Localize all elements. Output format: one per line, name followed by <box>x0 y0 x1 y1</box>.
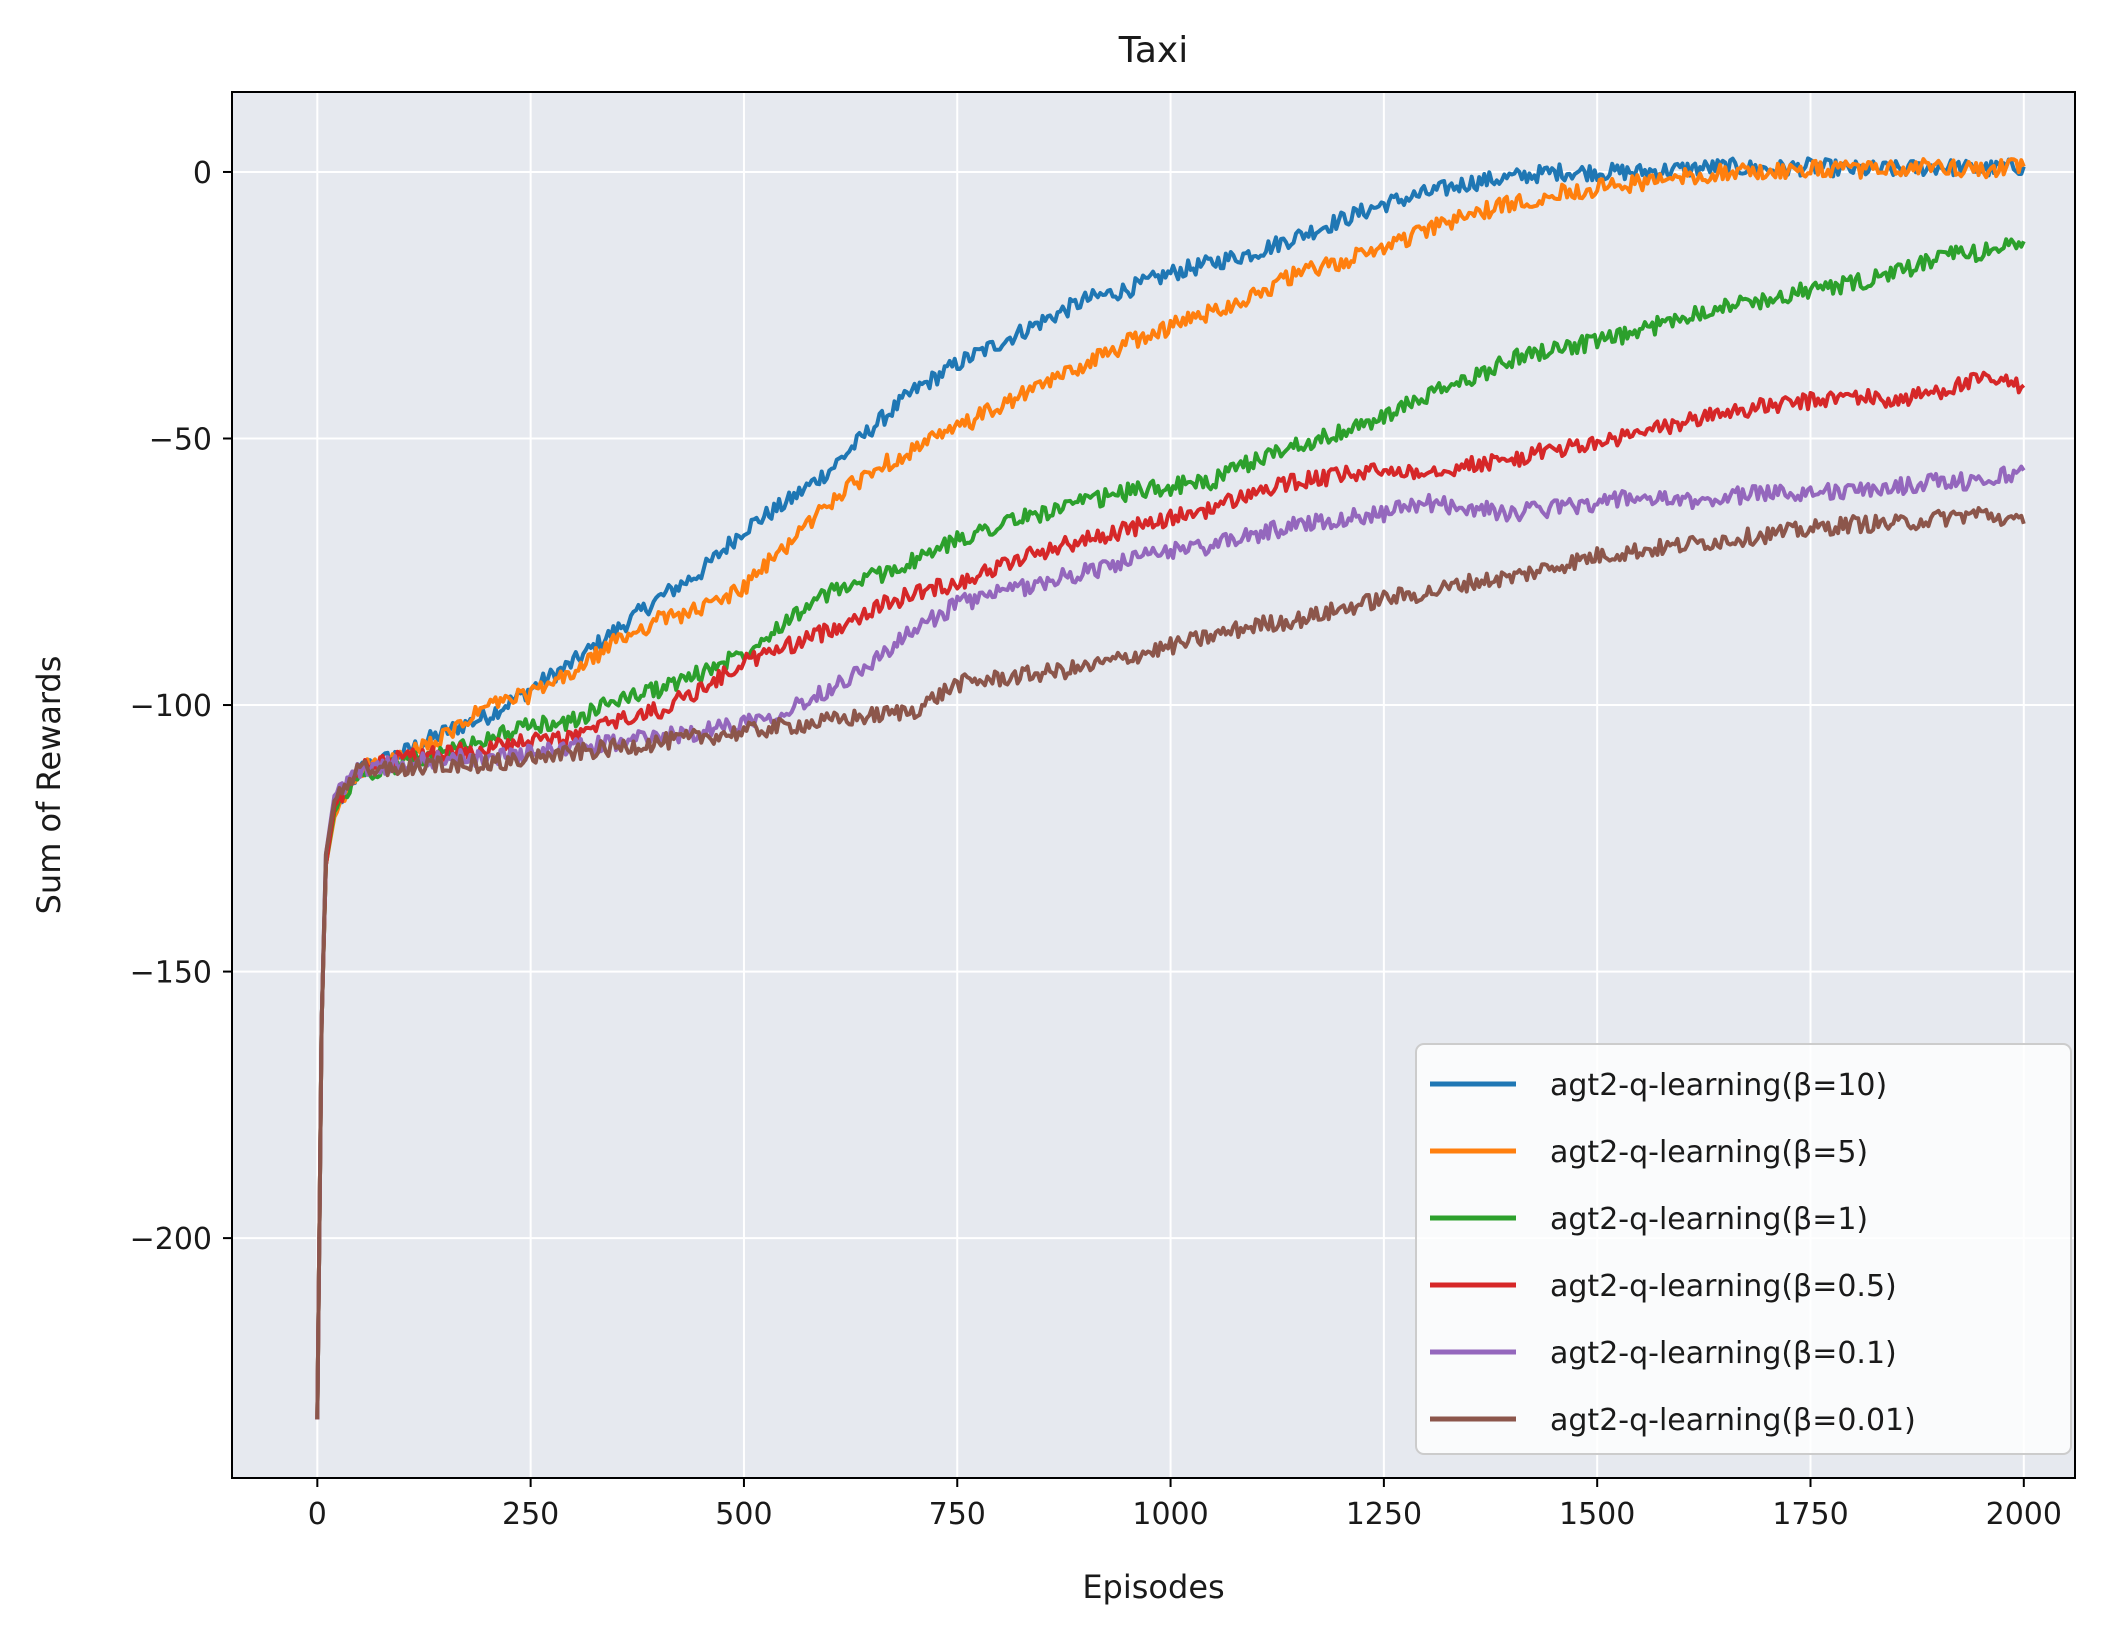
legend-entry: agt2-q-learning(β=10) <box>1550 1068 1887 1103</box>
legend: agt2-q-learning(β=10) agt2-q-learning(β=5… <box>1415 1043 2072 1455</box>
x-axis: 0 250 500 750 1000 1250 1500 1750 2000 <box>308 1478 2062 1532</box>
x-tick-label: 750 <box>929 1497 986 1532</box>
plot-frame <box>231 91 2076 1479</box>
x-axis-label: Episodes <box>1082 1568 1224 1606</box>
legend-entry: agt2-q-learning(β=0.1) <box>1550 1336 1897 1371</box>
chart-title: Taxi <box>1118 30 1188 71</box>
y-tick-label: −100 <box>130 689 212 724</box>
x-tick-label: 2000 <box>1986 1497 2062 1532</box>
x-tick-label: 1000 <box>1132 1497 1208 1532</box>
legend-box <box>1415 1043 2072 1455</box>
y-tick-label: 0 <box>193 156 212 191</box>
x-tick-label: 1250 <box>1346 1497 1422 1532</box>
x-tick-label: 1750 <box>1772 1497 1848 1532</box>
x-tick-label: 250 <box>502 1497 559 1532</box>
legend-entry: agt2-q-learning(β=0.01) <box>1550 1403 1916 1438</box>
series-line <box>315 506 2026 1420</box>
series-lines <box>315 156 2026 1420</box>
series-line <box>315 156 2026 1420</box>
y-axis: 0 −50 −100 −150 −200 <box>130 156 232 1257</box>
y-tick-label: −200 <box>130 1222 212 1257</box>
x-tick-label: 1500 <box>1559 1497 1635 1532</box>
series-line <box>315 237 2026 1420</box>
y-tick-label: −50 <box>149 423 212 458</box>
x-tick-label: 0 <box>308 1497 327 1532</box>
legend-entry: agt2-q-learning(β=1) <box>1550 1202 1868 1237</box>
y-tick-label: −150 <box>130 956 212 991</box>
series-line <box>315 370 2026 1420</box>
series-line <box>315 464 2026 1420</box>
y-axis-label: Sum of Rewards <box>30 656 68 915</box>
x-tick-label: 500 <box>715 1497 772 1532</box>
legend-entry: agt2-q-learning(β=5) <box>1550 1135 1868 1170</box>
legend-entry: agt2-q-learning(β=0.5) <box>1550 1269 1897 1304</box>
series-line <box>315 157 2026 1420</box>
